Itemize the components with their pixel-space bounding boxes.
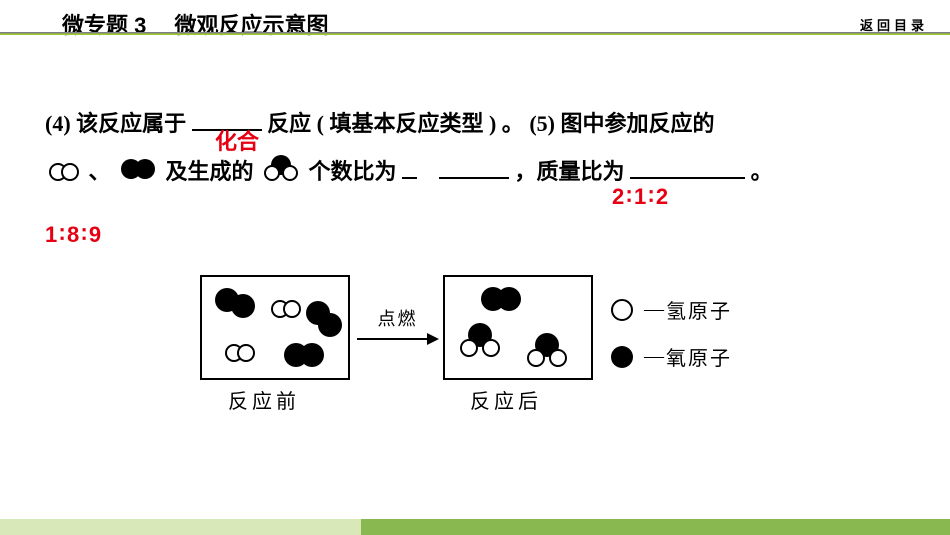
q4-prefix: (4) 该反应属于 <box>45 111 192 136</box>
o-atom-icon <box>610 345 634 369</box>
question-block: (4) 该反应属于 反应 ( 填基本反应类型 ) 。 (5) 图中参加反应的 、… <box>45 100 905 199</box>
header-divider <box>0 32 950 35</box>
after-label: 反应后 <box>470 385 542 414</box>
before-molecules-svg <box>202 277 352 382</box>
legend-h-text: 氢原子 <box>666 295 732 324</box>
q5-prefix: (5) 图中参加反应的 <box>529 111 714 136</box>
arrow-icon <box>355 331 440 351</box>
o2-molecule-icon <box>120 150 156 198</box>
header-title: 微专题 3 微观反应示意图 <box>62 8 328 40</box>
end-period: 。 <box>751 159 773 184</box>
answer-reaction-type: 化合 <box>215 118 259 166</box>
after-blank-text: 个数比为 <box>309 159 397 184</box>
before-label: 反应前 <box>228 385 300 414</box>
reaction-diagram: 反应前 点燃 反应后 — 氢原子 — <box>200 275 900 455</box>
after-molecules-svg <box>445 277 595 382</box>
sep1: 、 <box>89 159 111 184</box>
legend-sep-o: — <box>644 345 666 368</box>
page-header: 微专题 3 微观反应示意图 返回目录 <box>0 5 950 35</box>
legend-row-h: — 氢原子 <box>610 295 732 324</box>
answer-mass-ratio: 1∶8∶9 <box>45 222 103 248</box>
h2o-molecule-icon <box>263 150 299 198</box>
arrow-label: 点燃 <box>355 305 440 331</box>
answer-count-ratio: 2∶1∶2 <box>612 173 670 221</box>
question-text: (4) 该反应属于 反应 ( 填基本反应类型 ) 。 (5) 图中参加反应的 、… <box>45 100 905 199</box>
footer-bar <box>0 519 950 535</box>
before-box <box>200 275 350 380</box>
legend-row-o: — 氧原子 <box>610 342 732 371</box>
h-atom-icon <box>610 298 634 322</box>
legend: — 氢原子 — 氧原子 <box>610 295 732 389</box>
legend-sep-h: — <box>644 298 666 321</box>
after-box <box>443 275 593 380</box>
arrow-area: 点燃 <box>355 305 440 356</box>
legend-o-text: 氧原子 <box>666 342 732 371</box>
blank-ratio-b <box>439 157 509 179</box>
blank-ratio-a <box>402 157 417 179</box>
h2-molecule-icon <box>49 150 79 198</box>
q4-suffix: 反应 ( 填基本反应类型 ) 。 <box>267 111 529 136</box>
